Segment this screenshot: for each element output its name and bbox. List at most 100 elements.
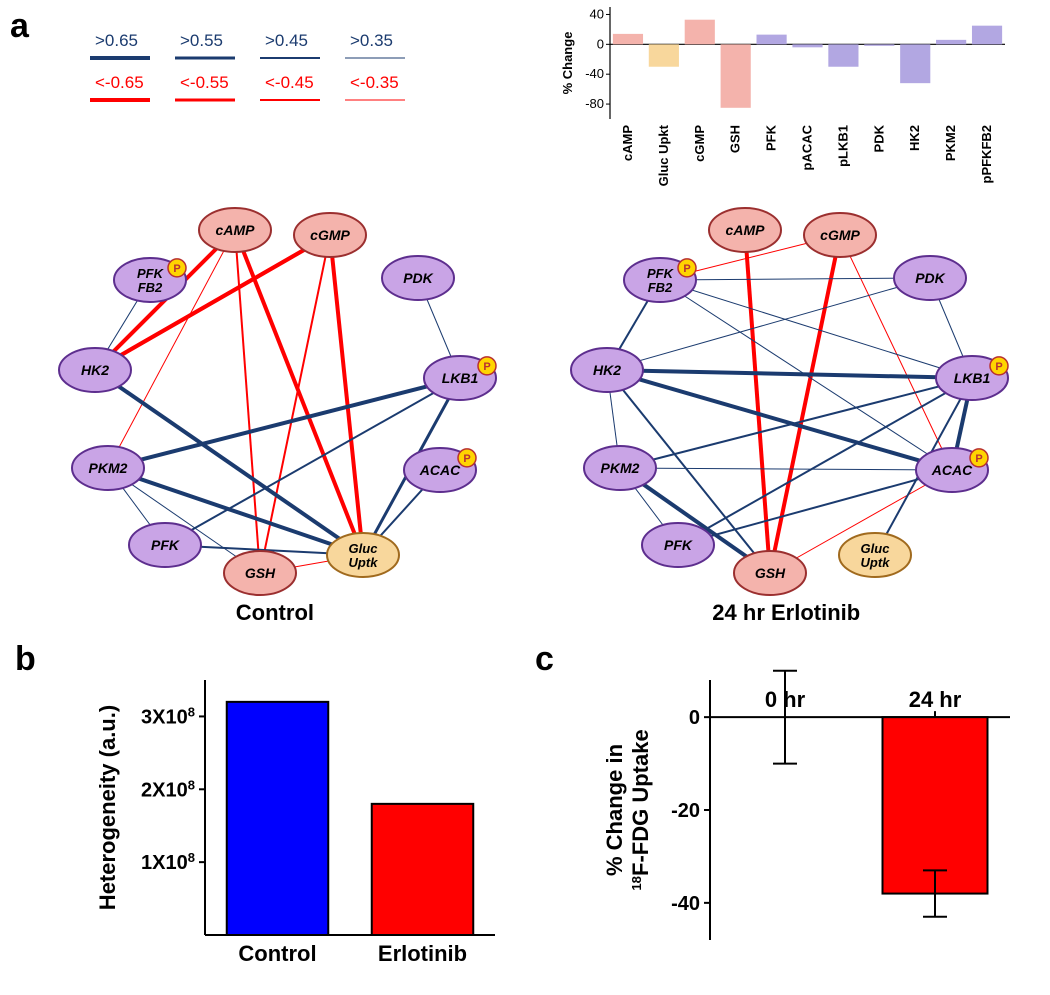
node-glucuptk: GlucUptk	[839, 533, 911, 577]
svg-text:24 hr: 24 hr	[909, 687, 962, 712]
svg-text:HK2: HK2	[81, 362, 109, 378]
svg-text:FB2: FB2	[138, 280, 163, 295]
bar	[828, 44, 858, 66]
bar	[792, 44, 822, 47]
fdg-uptake-chart: 0-20-40% Change in18F-FDG Uptake0 hr24 h…	[602, 671, 1010, 940]
svg-text:<-0.35: <-0.35	[350, 73, 399, 92]
svg-text:18F-FDG Uptake: 18F-FDG Uptake	[628, 729, 653, 890]
svg-text:cGMP: cGMP	[692, 125, 707, 162]
node-gsh: GSH	[734, 551, 806, 595]
node-gsh: GSH	[224, 551, 296, 595]
svg-text:2X108: 2X108	[141, 777, 195, 802]
svg-text:pLKB1: pLKB1	[835, 125, 850, 167]
svg-text:0 hr: 0 hr	[765, 687, 806, 712]
svg-text:1X108: 1X108	[141, 850, 195, 875]
svg-text:% Change in: % Change in	[602, 744, 627, 876]
svg-text:ACAC: ACAC	[419, 462, 461, 478]
svg-text:PFK: PFK	[151, 537, 180, 553]
heterogeneity-chart: Heterogeneity (a.u.)1X1082X1083X108Contr…	[95, 680, 495, 966]
bar	[900, 44, 930, 83]
svg-text:Gluc: Gluc	[349, 541, 379, 556]
svg-text:PFK: PFK	[664, 537, 693, 553]
svg-text:P: P	[483, 361, 490, 373]
node-pdk: PDK	[382, 256, 454, 300]
svg-text:cAMP: cAMP	[726, 222, 766, 238]
svg-text:PDK: PDK	[403, 270, 433, 286]
svg-text:>0.35: >0.35	[350, 31, 393, 50]
svg-text:Uptk: Uptk	[349, 555, 379, 570]
node-pfk: PFK	[642, 523, 714, 567]
svg-text:pPFKFB2: pPFKFB2	[979, 125, 994, 184]
svg-text:-80: -80	[585, 96, 604, 111]
bar	[685, 20, 715, 45]
edge	[678, 470, 952, 545]
svg-text:40: 40	[590, 6, 604, 21]
svg-text:P: P	[975, 453, 982, 465]
bar	[972, 26, 1002, 45]
svg-text:<-0.55: <-0.55	[180, 73, 229, 92]
svg-text:pACAC: pACAC	[800, 124, 815, 170]
svg-text:Erlotinib: Erlotinib	[378, 941, 467, 966]
edge	[620, 468, 952, 470]
svg-text:PFK: PFK	[137, 266, 165, 281]
node-acac: ACACP	[404, 448, 476, 492]
node-hk2: HK2	[571, 348, 643, 392]
node-pdk: PDK	[894, 256, 966, 300]
edge	[607, 370, 952, 470]
svg-text:P: P	[173, 263, 180, 275]
svg-text:cGMP: cGMP	[820, 227, 860, 243]
node-pkm2: PKM2	[72, 446, 144, 490]
node-pfk: PFK	[129, 523, 201, 567]
svg-text:PFK: PFK	[647, 266, 675, 281]
edge	[330, 235, 363, 555]
node-cgmp: cGMP	[804, 213, 876, 257]
bar	[372, 804, 474, 935]
node-glucuptk: GlucUptk	[327, 533, 399, 577]
svg-text:GSH: GSH	[245, 565, 276, 581]
node-hk2: HK2	[59, 348, 131, 392]
svg-text:3X108: 3X108	[141, 704, 195, 729]
bar	[864, 44, 894, 45]
legend: >0.65>0.55>0.45>0.35<-0.65<-0.55<-0.45<-…	[90, 31, 405, 100]
svg-text:PDK: PDK	[915, 270, 945, 286]
bar	[649, 44, 679, 66]
pct-change-chart: -80-40040% ChangecAMPGluc UpktcGMPGSHPFK…	[560, 6, 1005, 186]
bar	[227, 702, 329, 935]
svg-text:24 hr Erlotinib: 24 hr Erlotinib	[712, 600, 860, 625]
network-24-hr-erlotinib: PFKFB2PcAMPcGMPPDKHK2LKB1PPKM2ACACPPFKGS…	[571, 208, 1008, 625]
svg-text:>0.65: >0.65	[95, 31, 138, 50]
svg-text:cAMP: cAMP	[620, 125, 635, 161]
node-camp: cAMP	[709, 208, 781, 252]
svg-text:P: P	[683, 263, 690, 275]
node-acac: ACACP	[916, 448, 988, 492]
svg-text:>0.55: >0.55	[180, 31, 223, 50]
node-camp: cAMP	[199, 208, 271, 252]
svg-text:P: P	[995, 361, 1002, 373]
svg-text:<-0.45: <-0.45	[265, 73, 314, 92]
svg-text:-40: -40	[585, 66, 604, 81]
svg-text:cGMP: cGMP	[310, 227, 350, 243]
edge	[607, 370, 972, 378]
svg-text:<-0.65: <-0.65	[95, 73, 144, 92]
svg-text:Gluc Upkt: Gluc Upkt	[656, 124, 671, 186]
svg-text:Control: Control	[238, 941, 316, 966]
bar	[721, 44, 751, 107]
svg-text:LKB1: LKB1	[954, 370, 991, 386]
node-pkm2: PKM2	[584, 446, 656, 490]
node-lkb1: LKB1 P	[936, 356, 1008, 400]
bar	[757, 35, 787, 45]
svg-text:Gluc: Gluc	[861, 541, 891, 556]
node-pfkfb2: PFKFB2 P	[624, 258, 696, 302]
svg-text:FB2: FB2	[648, 280, 673, 295]
node-cgmp: cGMP	[294, 213, 366, 257]
edge	[660, 278, 930, 280]
svg-text:ACAC: ACAC	[931, 462, 973, 478]
svg-text:GSH: GSH	[728, 125, 743, 153]
edge	[770, 235, 840, 573]
svg-text:Control: Control	[236, 600, 314, 625]
svg-text:cAMP: cAMP	[216, 222, 256, 238]
svg-text:PKM2: PKM2	[89, 460, 128, 476]
svg-text:-40: -40	[671, 893, 700, 915]
svg-text:PFK: PFK	[764, 124, 779, 151]
svg-text:HK2: HK2	[907, 125, 922, 151]
